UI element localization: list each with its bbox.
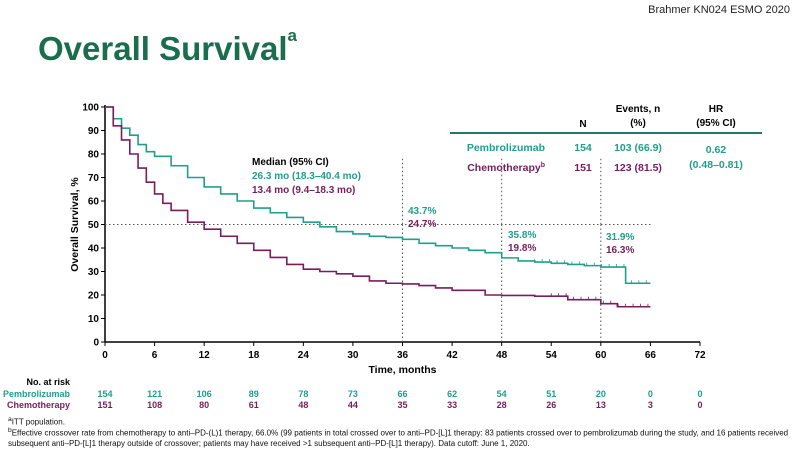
annotation-pembrolizumab: 35.8%	[508, 230, 536, 241]
x-tick-label: 36	[397, 350, 409, 361]
annotation-pembrolizumab: 43.7%	[408, 206, 436, 217]
table-events: 103 (66.9)	[614, 142, 662, 154]
y-tick-label: 60	[88, 197, 100, 208]
annotation-pembrolizumab: 31.9%	[606, 232, 634, 243]
at-risk-value: 3	[648, 400, 653, 410]
at-risk-value: 62	[447, 389, 457, 399]
at-risk-value: 48	[298, 400, 308, 410]
table-n: 151	[574, 162, 592, 174]
median-pembrolizumab: 26.3 mo (18.3–40.4 mo)	[252, 171, 361, 182]
x-tick-label: 24	[298, 350, 310, 361]
at-risk-value: 54	[497, 389, 507, 399]
table-hr-ci: (0.48–0.81)	[689, 159, 743, 171]
at-risk-value: 44	[348, 400, 358, 410]
at-risk-value: 66	[397, 389, 407, 399]
at-risk-value: 80	[199, 400, 209, 410]
at-risk-value: 20	[596, 389, 606, 399]
annotation-chemotherapy: 24.7%	[408, 219, 436, 230]
at-risk-value: 154	[97, 389, 112, 399]
at-risk-value: 13	[596, 400, 606, 410]
y-tick-label: 0	[93, 338, 99, 349]
at-risk-arm-label: Pembrolizumab	[3, 389, 71, 399]
title-footnote-marker: a	[287, 26, 297, 45]
x-tick-label: 42	[447, 350, 459, 361]
footnote-a: aITT population.	[8, 416, 65, 427]
reference-label: Brahmer KN024 ESMO 2020	[648, 4, 790, 16]
table-arm-label: Chemotherapyb	[467, 162, 545, 174]
y-tick-label: 90	[88, 126, 100, 137]
at-risk-value: 0	[648, 389, 653, 399]
at-risk-value: 89	[249, 389, 259, 399]
at-risk-title: No. at risk	[26, 377, 71, 387]
at-risk-value: 108	[147, 400, 162, 410]
y-tick-label: 10	[88, 314, 100, 325]
table-header-events: Events, n	[616, 104, 660, 115]
x-tick-label: 72	[694, 350, 706, 361]
x-tick-label: 6	[152, 350, 158, 361]
y-tick-label: 30	[88, 267, 100, 278]
at-risk-value: 151	[97, 400, 112, 410]
at-risk-value: 106	[197, 389, 212, 399]
at-risk-value: 0	[697, 400, 702, 410]
y-tick-label: 20	[88, 291, 100, 302]
x-tick-label: 18	[248, 350, 260, 361]
at-risk-value: 121	[147, 389, 162, 399]
x-tick-label: 48	[496, 350, 508, 361]
x-tick-label: 12	[199, 350, 211, 361]
at-risk-value: 0	[697, 389, 702, 399]
at-risk-value: 73	[348, 389, 358, 399]
x-tick-label: 54	[546, 350, 558, 361]
at-risk-value: 26	[546, 400, 556, 410]
at-risk-value: 61	[249, 400, 259, 410]
y-tick-label: 70	[88, 173, 100, 184]
table-events: 123 (81.5)	[614, 162, 662, 174]
at-risk-value: 51	[546, 389, 556, 399]
median-chemotherapy: 13.4 mo (9.4–18.3 mo)	[252, 185, 355, 196]
table-n: 154	[574, 142, 592, 154]
x-tick-label: 0	[102, 350, 108, 361]
y-tick-label: 100	[82, 103, 99, 114]
table-header-events: (%)	[630, 118, 646, 129]
y-tick-label: 50	[88, 220, 100, 231]
at-risk-arm-label: Chemotherapy	[7, 400, 70, 410]
y-tick-label: 80	[88, 150, 100, 161]
at-risk-value: 78	[298, 389, 308, 399]
annotation-chemotherapy: 19.8%	[508, 243, 536, 254]
annotation-chemotherapy: 16.3%	[606, 245, 634, 256]
pembrolizumab-curve	[105, 106, 651, 285]
table-header-hr: HR	[709, 104, 724, 115]
footnote-b: bEffective crossover rate from chemother…	[8, 427, 789, 448]
table-header-hr: (95% CI)	[696, 118, 735, 129]
x-tick-label: 66	[645, 350, 657, 361]
at-risk-value: 35	[397, 400, 407, 410]
at-risk-value: 33	[447, 400, 457, 410]
table-arm-label: Pembrolizumab	[467, 142, 545, 154]
x-tick-label: 60	[595, 350, 607, 361]
table-hr: 0.62	[706, 144, 727, 156]
y-tick-label: 40	[88, 244, 100, 255]
footnote-marker: b	[541, 162, 545, 169]
at-risk-value: 28	[497, 400, 507, 410]
page-title: Overall Survivala	[38, 26, 297, 67]
x-axis-label: Time, months	[368, 364, 436, 376]
chemotherapy-curve	[105, 106, 651, 308]
table-header-n: N	[579, 119, 586, 130]
y-axis-label: Overall Survival, %	[69, 177, 81, 272]
x-tick-label: 30	[347, 350, 359, 361]
median-heading: Median (95% CI)	[252, 157, 329, 168]
